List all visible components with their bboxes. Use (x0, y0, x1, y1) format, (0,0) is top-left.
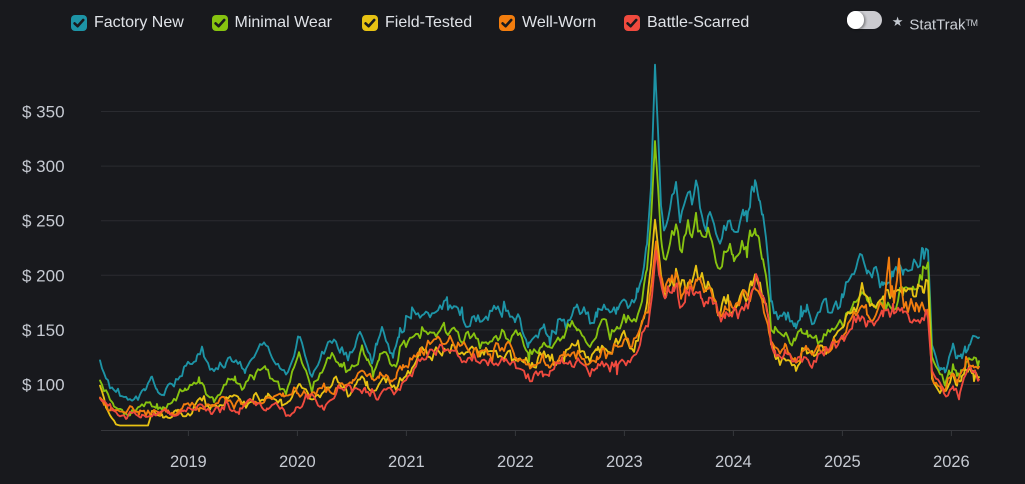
svg-text:2026: 2026 (933, 453, 970, 471)
svg-text:2019: 2019 (170, 453, 207, 471)
svg-text:$ 100: $ 100 (22, 376, 65, 395)
svg-text:2025: 2025 (824, 453, 861, 471)
svg-text:$ 300: $ 300 (22, 157, 65, 176)
svg-text:2023: 2023 (606, 453, 643, 471)
svg-text:$ 350: $ 350 (22, 103, 65, 122)
svg-text:$ 150: $ 150 (22, 321, 65, 340)
svg-text:2020: 2020 (279, 453, 316, 471)
svg-text:2022: 2022 (497, 453, 534, 471)
svg-text:2024: 2024 (715, 453, 752, 471)
svg-text:2021: 2021 (388, 453, 425, 471)
svg-text:$ 250: $ 250 (22, 212, 65, 231)
svg-text:$ 200: $ 200 (22, 266, 65, 285)
